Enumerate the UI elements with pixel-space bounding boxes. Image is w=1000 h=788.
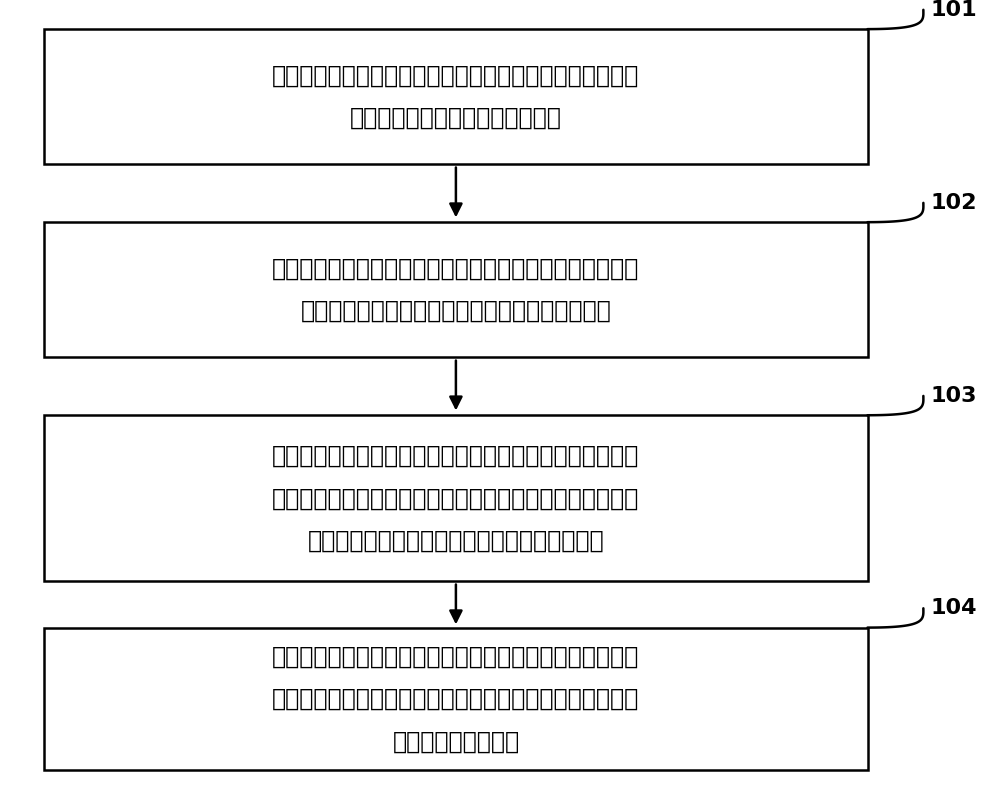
Text: 具有相同的技术参数: 具有相同的技术参数	[392, 730, 519, 753]
FancyBboxPatch shape	[44, 29, 868, 164]
Text: 式拟合，以建立直流内阻估算的数学模型；其中，数学模型: 式拟合，以建立直流内阻估算的数学模型；其中，数学模型	[272, 486, 640, 511]
FancyBboxPatch shape	[44, 415, 868, 582]
Text: 在不同荷电状态下，根据电池等效线路模型，计算对应的电: 在不同荷电状态下，根据电池等效线路模型，计算对应的电	[272, 257, 640, 281]
Text: 用于指示直流内阻、荷电状态与温度之间的关系: 用于指示直流内阻、荷电状态与温度之间的关系	[308, 529, 604, 552]
FancyBboxPatch shape	[44, 627, 868, 771]
Text: 102: 102	[930, 193, 977, 213]
Text: 下，估算第二电池的直流内阻；其中，第一电池和第二电池: 下，估算第二电池的直流内阻；其中，第一电池和第二电池	[272, 687, 640, 711]
Text: 在各个环境温度下，对第一电池进行放电性能测试，得到不: 在各个环境温度下，对第一电池进行放电性能测试，得到不	[272, 64, 640, 87]
Text: 101: 101	[930, 0, 977, 20]
Text: 流值和电压值，得到不同荷电状态对应的直流内阻: 流值和电压值，得到不同荷电状态对应的直流内阻	[301, 299, 611, 323]
FancyBboxPatch shape	[44, 222, 868, 357]
Text: 根据各环境温度下不同荷电状态对应的直流内阻，进行多项: 根据各环境温度下不同荷电状态对应的直流内阻，进行多项	[272, 444, 640, 468]
Text: 103: 103	[930, 386, 977, 406]
Text: 104: 104	[930, 598, 977, 619]
Text: 同荷电状态对应的电流值和电压值: 同荷电状态对应的电流值和电压值	[350, 106, 562, 130]
Text: 利用数学模型，在已知环境温度和第二电池荷电状态的情况: 利用数学模型，在已知环境温度和第二电池荷电状态的情况	[272, 645, 640, 668]
